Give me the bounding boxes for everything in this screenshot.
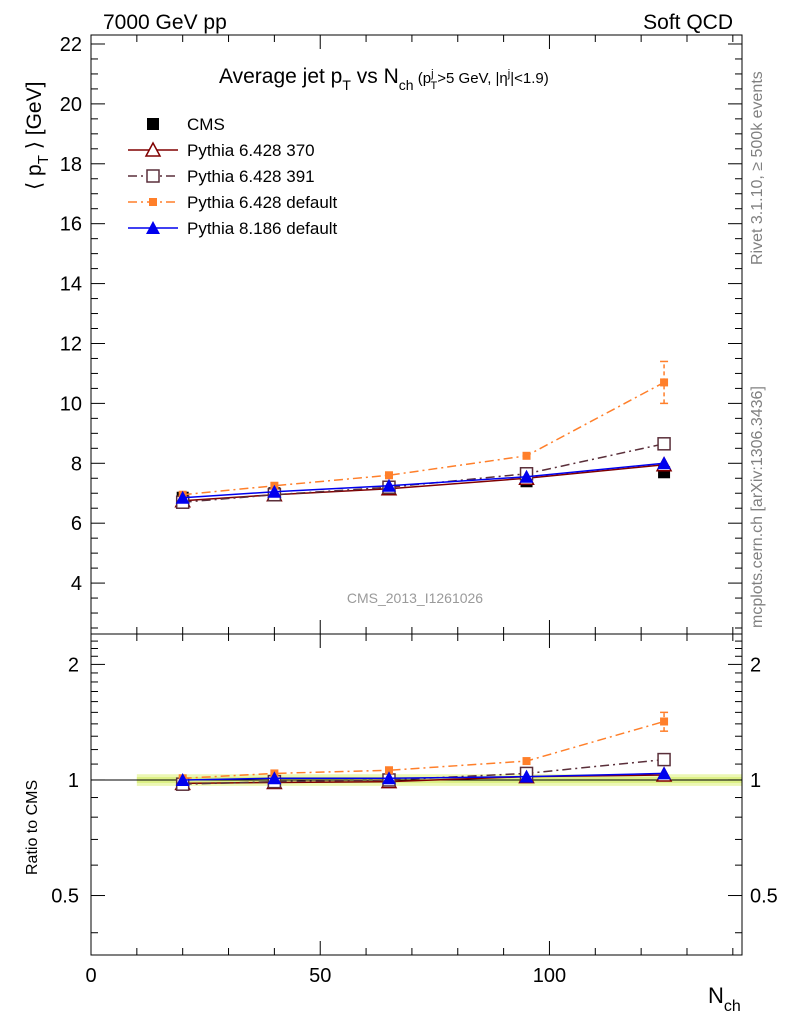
watermark: CMS_2013_I1261026 [347,590,483,606]
data-point-pythia-6-428-default [522,451,531,460]
main-y-tick-label: 22 [60,34,82,56]
ratio-point-pythia-6-428-default [522,757,531,766]
legend-marker-pythia-6-428-default [149,198,157,206]
main-y-tick-label: 10 [60,393,82,415]
legend-label-pythia-6-428-default: Pythia 6.428 default [187,193,338,212]
ratio-point-pythia-8-186-default [175,772,190,786]
legend-label-pythia-8-186-default: Pythia 8.186 default [187,219,338,238]
main-y-tick-label: 6 [71,513,82,535]
data-point-pythia-8-186-default [175,490,190,504]
ratio-point-pythia-6-428-default [660,717,669,726]
series-line-pythia-8-186-default [182,462,665,499]
ratio-line-pythia-6-428-default [182,720,665,780]
ratio-line-pythia-6-428-391 [182,758,665,785]
data-point-pythia-6-428-default [660,378,669,387]
ratio-y-tick-label: 1 [68,770,79,792]
x-tick-label: 50 [309,965,331,987]
header-right: Soft QCD [643,11,733,34]
main-panel: 4 6 8 10 12 14 16 18 20 22 [60,34,743,635]
ratio-point-pythia-8-186-default [519,769,534,783]
data-point-pythia-6-428-default [384,471,393,480]
ratio-plot-frame [90,633,743,956]
rivet-version-label: Rivet 3.1.10, ≥ 500k events [749,71,766,265]
main-y-tick-label: 18 [60,154,82,176]
data-point-pythia-8-186-default [267,484,282,498]
main-y-tick-label: 16 [60,214,82,236]
series-line-pythia-6-428-default [182,381,665,496]
ratio-y-axis-label: Ratio to CMS [24,780,41,875]
data-point-pythia-8-186-default [381,478,396,492]
legend-marker-pythia-6-428-370 [144,141,162,157]
ratio-panel: 0 50 100 0.5 0.5 1 1 2 2 [51,633,778,987]
legend-label-pythia-6-428-370: Pythia 6.428 370 [187,141,315,160]
legend-label-cms: CMS [187,115,225,134]
main-y-tick-label: 20 [60,94,82,116]
data-point-pythia-8-186-default [519,469,534,483]
x-tick-label: 0 [85,965,96,987]
header-left: 7000 GeV pp [103,11,227,34]
ratio-y-tick-label-right: 2 [750,654,761,676]
ratio-point-pythia-8-186-default [381,771,396,785]
data-point-pythia-8-186-default [657,456,672,470]
legend: CMS Pythia 6.428 370 Pythia 6.428 391 Pythi… [128,115,338,238]
ratio-point-pythia-6-428-default [384,766,393,775]
ratio-point-pythia-6-428-391 [657,752,671,767]
ratio-y-tick-label-right: 0.5 [750,886,778,908]
ratio-y-tick-label: 2 [68,654,79,676]
x-tick-label: 100 [533,965,566,987]
main-y-tick-label: 12 [60,333,82,355]
x-axis-label: Nch [708,983,741,1015]
series-line-pythia-6-428-391 [182,443,665,503]
data-point-pythia-6-428-391 [657,437,671,451]
ratio-y-tick-label: 0.5 [51,886,79,908]
ratio-point-pythia-8-186-default [657,766,672,780]
legend-marker-cms [147,118,159,130]
y-axis-label: ⟨ pT ⟩ [GeV] [23,82,52,190]
ratio-point-pythia-8-186-default [267,771,282,785]
chart-title: Average jet pT vs Nch (pj T>5 GeV, |ηj|<1… [219,65,549,93]
main-y-tick-label: 14 [60,274,82,296]
legend-marker-pythia-8-186-default [146,221,160,234]
legend-label-pythia-6-428-391: Pythia 6.428 391 [187,167,315,186]
ratio-y-tick-label-right: 1 [750,770,761,792]
mcplots-source-label: mcplots.cern.ch [arXiv:1306.3436] [749,386,766,628]
main-y-tick-label: 4 [71,573,82,595]
main-y-tick-label: 8 [71,453,82,475]
legend-marker-pythia-6-428-391 [146,169,160,183]
